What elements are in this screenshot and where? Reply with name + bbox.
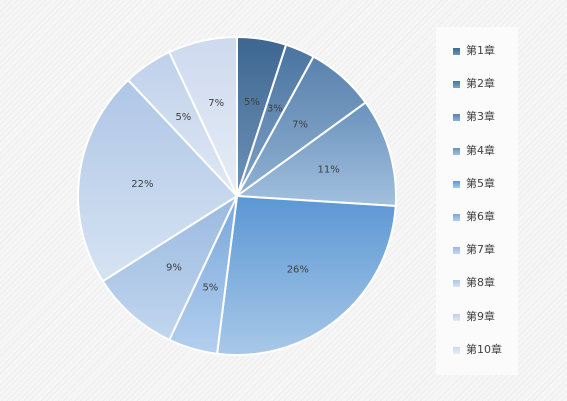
data-label-2: 3% <box>267 103 283 114</box>
legend-swatch <box>453 313 460 321</box>
pie-slice-5 <box>215 194 397 356</box>
legend-item: 第7章 <box>436 242 518 275</box>
legend-label: 第1章 <box>466 44 495 57</box>
legend-swatch <box>453 180 460 188</box>
legend-label: 第3章 <box>466 110 495 124</box>
legend-item: 第5章 <box>436 176 518 209</box>
data-label-10: 7% <box>208 98 224 109</box>
pie-slice-8 <box>77 78 239 283</box>
legend-item: 第6章 <box>436 209 518 242</box>
legend-swatch <box>453 280 460 288</box>
legend-label: 第6章 <box>466 209 495 223</box>
data-label-8: 22% <box>131 179 153 190</box>
legend-label: 第9章 <box>466 309 495 323</box>
legend-swatch <box>453 48 460 55</box>
legend-item: 第1章 <box>436 43 518 76</box>
legend-label: 第10章 <box>466 342 502 356</box>
legend-swatch <box>453 346 460 354</box>
data-label-9: 5% <box>175 112 191 123</box>
legend-item: 第3章 <box>436 109 518 142</box>
legend-item: 第10章 <box>436 342 518 375</box>
data-label-4: 11% <box>317 164 339 175</box>
pie-slice-7 <box>101 193 240 342</box>
legend-swatch <box>453 213 460 221</box>
data-label-3: 7% <box>292 119 308 130</box>
legend-item: 第8章 <box>436 275 518 308</box>
data-label-1: 5% <box>244 97 260 108</box>
pie-slice-4 <box>234 101 397 208</box>
legend-swatch <box>453 147 460 155</box>
data-label-5: 26% <box>287 265 309 276</box>
legend-item: 第9章 <box>436 309 518 342</box>
legend-label: 第5章 <box>466 176 495 190</box>
legend-label: 第4章 <box>466 143 495 157</box>
legend-label: 第8章 <box>466 276 495 290</box>
data-label-7: 9% <box>166 263 182 274</box>
legend-label: 第2章 <box>466 77 495 91</box>
legend-swatch <box>453 114 460 122</box>
legend-item: 第4章 <box>436 143 518 176</box>
legend-swatch <box>453 81 460 89</box>
pie-slice-10 <box>167 35 238 197</box>
legend-label: 第7章 <box>466 243 495 257</box>
legend-swatch <box>453 247 460 255</box>
data-label-6: 5% <box>202 283 218 294</box>
legend-item: 第2章 <box>436 76 518 109</box>
legend: 第1章第2章第3章第4章第5章第6章第7章第8章第9章第10章 <box>436 27 518 375</box>
